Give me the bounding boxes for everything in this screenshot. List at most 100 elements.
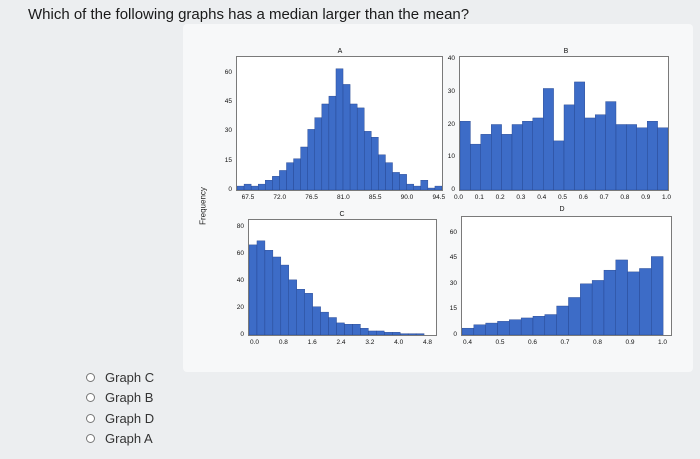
x-tick-label: 4.8 — [423, 339, 433, 346]
histogram-bar — [501, 134, 513, 190]
x-tick-label: 0.8 — [620, 194, 630, 201]
x-tick-label: 0.7 — [599, 194, 609, 201]
radio-button-icon[interactable] — [86, 434, 95, 444]
x-tick-label: 4.0 — [394, 339, 404, 346]
y-tick-label: 30 — [224, 127, 232, 135]
x-tick-label: 0.5 — [558, 194, 568, 201]
x-tick-label: 67.5 — [241, 194, 255, 201]
histogram-bar — [250, 185, 259, 190]
y-tick-label: 40 — [447, 55, 455, 62]
x-tick-label: 2.4 — [336, 339, 346, 346]
y-tick-label: 20 — [236, 304, 244, 312]
x-tick-label: 1.0 — [658, 339, 668, 346]
y-tick-label: 60 — [224, 68, 232, 76]
histogram-bar — [532, 117, 544, 190]
answer-options: Graph C Graph B Graph D Graph A — [86, 367, 154, 449]
y-tick-label: 0 — [451, 186, 455, 193]
x-tick-label: 0.1 — [474, 194, 484, 201]
option-graph-c[interactable]: Graph C — [86, 367, 154, 388]
histogram-bar — [385, 162, 393, 190]
histogram-bar — [470, 143, 481, 190]
radio-button-icon[interactable] — [86, 372, 95, 382]
x-tick-label: 0.9 — [625, 339, 635, 346]
chart-b-bars — [460, 81, 668, 190]
histogram-bar — [360, 328, 369, 335]
histogram-bar — [636, 127, 648, 190]
histogram-bar — [509, 319, 522, 335]
histogram-bar — [651, 256, 664, 335]
x-tick-label: 0.0 — [250, 339, 260, 346]
histogram-bar — [399, 174, 407, 190]
x-tick-label: 0.3 — [516, 194, 526, 201]
histogram-bar — [603, 269, 616, 335]
question-text: Which of the following graphs has a medi… — [28, 6, 470, 23]
x-tick-label: 0.5 — [495, 339, 505, 346]
histogram-bar — [584, 117, 596, 190]
x-tick-label: 85.5 — [368, 194, 382, 201]
option-graph-d[interactable]: Graph D — [86, 408, 154, 429]
chart-panel-c — [248, 219, 437, 336]
y-tick-label: 60 — [449, 228, 457, 236]
histogram-bar — [265, 180, 273, 190]
histogram-bar — [378, 154, 386, 190]
histogram-bar — [300, 146, 308, 190]
option-graph-a[interactable]: Graph A — [86, 429, 154, 450]
histogram-bar — [563, 104, 575, 190]
x-tick-label: 0.0 — [454, 194, 464, 201]
histogram-bar — [415, 333, 425, 335]
y-tick-label: 0 — [453, 331, 457, 338]
histogram-bar — [336, 322, 345, 335]
x-tick-label: 1.6 — [307, 339, 317, 346]
histogram-bar — [615, 124, 627, 190]
histogram-bar — [272, 176, 280, 190]
option-label: Graph D — [105, 410, 155, 426]
chart-c-bars — [249, 240, 425, 335]
histogram-bar — [356, 107, 365, 190]
histogram-bar — [312, 306, 321, 335]
y-tick-label: 45 — [224, 98, 232, 105]
histogram-bar — [413, 185, 421, 190]
y-tick-label: 0 — [240, 331, 244, 338]
radio-button-icon[interactable] — [86, 393, 95, 403]
histogram-bar — [237, 185, 245, 190]
option-graph-b[interactable]: Graph B — [86, 388, 154, 409]
histogram-bar — [352, 324, 361, 335]
histogram-bar — [542, 88, 554, 190]
histogram-bar — [594, 114, 606, 190]
y-tick-label: 0 — [228, 186, 232, 193]
x-tick-label: 0.8 — [278, 339, 288, 346]
histogram-bar — [460, 121, 471, 190]
histogram-bar — [376, 330, 385, 335]
y-tick-label: 45 — [449, 254, 457, 262]
histogram-bar — [288, 279, 297, 335]
histogram-bar — [485, 322, 498, 335]
x-tick-label: 90.0 — [400, 194, 414, 201]
histogram-bar — [286, 162, 294, 190]
x-tick-label: 0.7 — [560, 339, 570, 346]
option-label: Graph C — [105, 369, 155, 385]
histogram-bar — [420, 180, 429, 190]
histogram-bar — [371, 137, 379, 190]
histogram-bar — [646, 121, 658, 190]
histogram-bar — [605, 101, 617, 190]
chart-title-c: C — [339, 211, 345, 218]
histogram-bar — [304, 293, 313, 335]
histogram-bar — [335, 68, 344, 190]
radio-button-icon[interactable] — [86, 413, 95, 423]
histogram-bar — [279, 170, 287, 190]
histogram-bar — [392, 332, 401, 335]
y-tick-label: 20 — [447, 120, 455, 128]
y-tick-label: 10 — [447, 153, 455, 161]
histogram-bar — [314, 117, 323, 190]
x-tick-label: 0.2 — [495, 194, 505, 201]
chart-panel-a — [236, 56, 443, 191]
histogram-bar — [657, 127, 668, 190]
histogram-bar — [328, 95, 337, 190]
y-tick-label: 60 — [236, 250, 244, 258]
y-tick-label: 80 — [236, 223, 244, 231]
histogram-bar — [627, 271, 640, 335]
histogram-bar — [497, 321, 510, 335]
histogram-bar — [349, 103, 358, 190]
y-tick-label: 30 — [447, 87, 455, 95]
histogram-bar — [462, 327, 475, 335]
